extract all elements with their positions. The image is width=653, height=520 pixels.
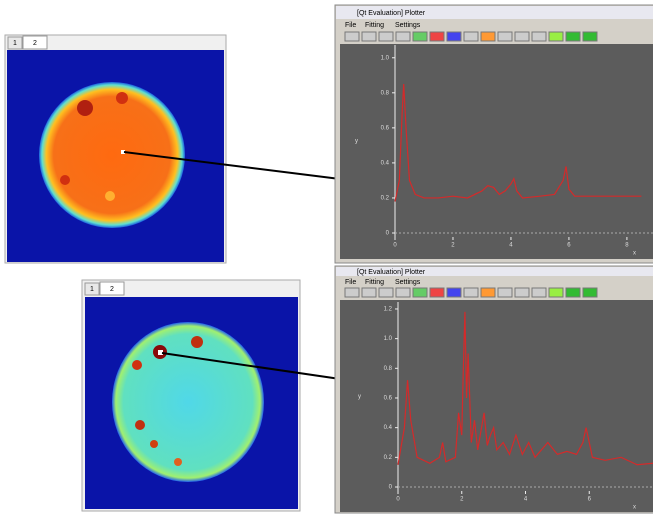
- y-tick-label: 0: [386, 231, 390, 237]
- hotspot: [77, 100, 93, 116]
- x-tick-label: 2: [451, 243, 455, 249]
- menu-item[interactable]: Fitting: [365, 22, 384, 29]
- menu-item[interactable]: File: [345, 22, 356, 29]
- image-panel: 1 2: [81, 279, 301, 512]
- x-tick-label: 6: [567, 243, 571, 249]
- hotspot: [191, 336, 203, 348]
- x-tick-label: 4: [509, 243, 513, 249]
- hotspot: [105, 191, 115, 201]
- tab[interactable]: [7, 36, 23, 50]
- x-tick-label: 0: [393, 243, 397, 249]
- image-panel: 1 2: [4, 34, 227, 264]
- y-tick-label: 0.2: [381, 196, 390, 202]
- window-title: [Qt Evaluation] Plotter: [357, 269, 426, 276]
- tab[interactable]: [84, 282, 100, 296]
- toolbar-button[interactable]: [463, 31, 479, 42]
- toolbar-button[interactable]: [497, 31, 513, 42]
- spectrum-line: [397, 311, 653, 466]
- y-tick-label: 1.0: [381, 55, 390, 61]
- tab[interactable]: [22, 35, 48, 50]
- spectrum-line: [394, 84, 642, 202]
- hotspot: [116, 92, 128, 104]
- x-axis-label: x: [633, 505, 636, 511]
- toolbar-button[interactable]: [582, 31, 598, 42]
- y-tick-label: 0.6: [381, 125, 390, 131]
- hotspot: [150, 440, 158, 448]
- y-tick-label: 0.2: [384, 455, 393, 461]
- hotspot: [132, 360, 142, 370]
- y-tick-label: 0.6: [384, 396, 393, 402]
- toolbar-button[interactable]: [429, 287, 445, 298]
- toolbar-button[interactable]: [531, 287, 547, 298]
- title-bar: [336, 6, 653, 19]
- menu-item[interactable]: File: [345, 279, 356, 286]
- toolbar-button[interactable]: [497, 287, 513, 298]
- y-tick-label: 0: [389, 485, 393, 491]
- toolbar-button[interactable]: [344, 287, 360, 298]
- tab-label[interactable]: 1: [13, 40, 17, 47]
- y-axis-label: y: [355, 139, 358, 145]
- tab-label[interactable]: 2: [110, 286, 114, 293]
- window-title: [Qt Evaluation] Plotter: [357, 10, 426, 17]
- x-tick-label: 6: [588, 497, 592, 503]
- tab-label[interactable]: 2: [33, 40, 37, 47]
- toolbar-button[interactable]: [548, 287, 564, 298]
- toolbar-button[interactable]: [446, 31, 462, 42]
- hotspot: [135, 420, 145, 430]
- menu-item[interactable]: Settings: [395, 279, 421, 286]
- probe-point: [158, 350, 163, 355]
- y-tick-label: 0.4: [381, 160, 390, 166]
- toolbar-button[interactable]: [361, 31, 377, 42]
- toolbar-button[interactable]: [412, 31, 428, 42]
- sample-disk: [112, 322, 264, 482]
- toolbar-button[interactable]: [480, 31, 496, 42]
- plotter-window: [Qt Evaluation] Plotter File Fitting Set…: [334, 265, 653, 514]
- toolbar-button[interactable]: [395, 287, 411, 298]
- toolbar-button[interactable]: [344, 31, 360, 42]
- toolbar-button[interactable]: [565, 31, 581, 42]
- y-tick-label: 0.8: [381, 90, 390, 96]
- toolbar-button[interactable]: [378, 31, 394, 42]
- toolbar-button[interactable]: [565, 287, 581, 298]
- x-tick-label: 8: [625, 243, 629, 249]
- toolbar-button[interactable]: [514, 31, 530, 42]
- toolbar-button[interactable]: [395, 31, 411, 42]
- x-tick-label: 2: [460, 497, 464, 503]
- toolbar-button[interactable]: [412, 287, 428, 298]
- toolbar-button[interactable]: [480, 287, 496, 298]
- toolbar-button[interactable]: [531, 31, 547, 42]
- title-bar: [336, 267, 653, 276]
- y-tick-label: 1.2: [384, 307, 393, 313]
- plotter-window: [Qt Evaluation] Plotter File Fitting Set…: [334, 4, 653, 264]
- toolbar-button[interactable]: [514, 287, 530, 298]
- probe-point: [121, 150, 125, 154]
- arrow: [123, 151, 374, 190]
- hotspot: [60, 175, 70, 185]
- x-tick-label: 0: [396, 497, 400, 503]
- toolbar-button[interactable]: [548, 31, 564, 42]
- x-tick-label: 4: [524, 497, 528, 503]
- x-axis-label: x: [633, 251, 636, 257]
- toolbar-button[interactable]: [446, 287, 462, 298]
- toolbar-button[interactable]: [378, 287, 394, 298]
- sample-disk: [39, 82, 185, 228]
- plot-area: [340, 44, 653, 259]
- y-tick-label: 0.8: [384, 366, 393, 372]
- toolbar-button[interactable]: [429, 31, 445, 42]
- tab-label[interactable]: 1: [90, 286, 94, 293]
- hotspot: [174, 458, 182, 466]
- toolbar-button[interactable]: [582, 287, 598, 298]
- plot-area: [340, 300, 653, 512]
- toolbar-button[interactable]: [361, 287, 377, 298]
- tab[interactable]: [99, 281, 125, 296]
- y-tick-label: 0.4: [384, 425, 393, 431]
- y-axis-label: y: [358, 394, 361, 400]
- y-tick-label: 1.0: [384, 336, 393, 342]
- menu-item[interactable]: Fitting: [365, 279, 384, 286]
- menu-item[interactable]: Settings: [395, 22, 421, 29]
- toolbars: [344, 31, 598, 298]
- toolbar-button[interactable]: [463, 287, 479, 298]
